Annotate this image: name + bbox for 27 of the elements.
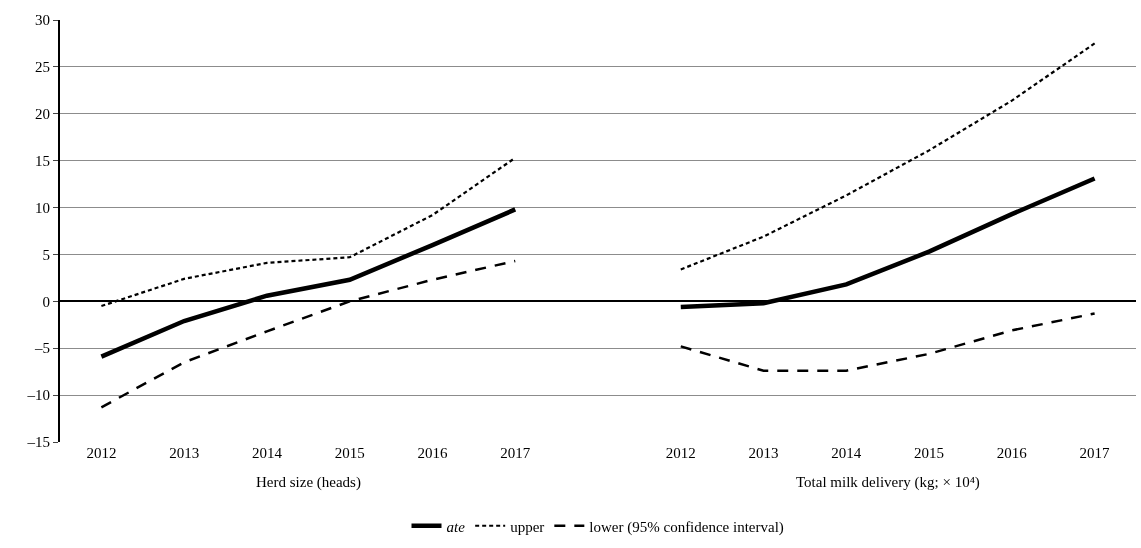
x-tick-label: 2012 — [86, 445, 117, 461]
text: Herd size (heads) — [256, 474, 361, 491]
legend-label: lower (95% confidence interval) — [589, 518, 784, 536]
y-tick-label: 20 — [35, 106, 50, 123]
y-tick-label: 10 — [35, 199, 50, 216]
x-tick-label: 2016 — [417, 445, 448, 461]
x-tick-label: 2013 — [748, 445, 779, 461]
x-tick-label: 2016 — [996, 445, 1028, 461]
y-tick-label: 30 — [35, 12, 50, 29]
x-tick-label: 2017 — [1079, 445, 1111, 461]
x-tick-label: 2015 — [334, 445, 365, 461]
x-tick-label: 2015 — [914, 445, 945, 461]
y-tick-label: 25 — [35, 59, 50, 76]
x-tick-label: 2012 — [665, 445, 696, 461]
legend-label: ate — [446, 518, 466, 535]
y-tick-label: –5 — [34, 340, 50, 357]
y-tick-label: –15 — [26, 434, 50, 451]
text: Total milk delivery (kg; × 10⁴) — [796, 474, 980, 491]
y-tick-label: 5 — [42, 246, 50, 263]
x-tick-label: 2014 — [251, 445, 283, 461]
y-tick-label: –10 — [26, 387, 50, 404]
x-tick-label: 2013 — [169, 445, 200, 461]
legend-label: upper — [510, 518, 545, 535]
y-tick-label: 0 — [42, 293, 50, 310]
x-tick-label: 2017 — [500, 445, 531, 461]
y-tick-label: 15 — [35, 152, 50, 169]
x-tick-label: 2014 — [831, 445, 862, 461]
